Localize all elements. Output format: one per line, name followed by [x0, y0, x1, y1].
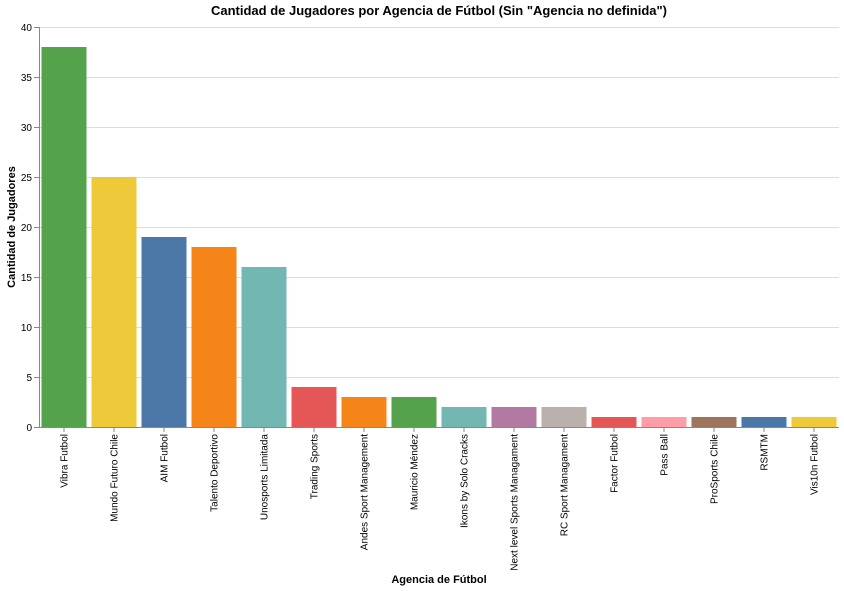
y-tick-label: 35: [21, 73, 33, 84]
bar: [741, 417, 787, 427]
bar: [791, 417, 837, 427]
y-tick-label: 0: [26, 423, 32, 434]
bar: [91, 177, 137, 427]
bar: [691, 417, 737, 427]
y-tick-label: 15: [21, 273, 33, 284]
x-tick-label: Factor Futbol: [610, 434, 621, 493]
bar: [641, 417, 687, 427]
bar: [241, 267, 287, 427]
y-tick-label: 30: [21, 123, 33, 134]
y-tick-label: 20: [21, 223, 33, 234]
bar: [191, 247, 237, 427]
x-tick-label: Ikons by Solo Cracks: [460, 434, 471, 528]
x-tick-label: Pass Ball: [660, 434, 671, 476]
x-tick-label: Vibra Futbol: [60, 434, 71, 488]
y-axis-title: Cantidad de Jugadores: [6, 166, 18, 288]
chart-title: Cantidad de Jugadores por Agencia de Fút…: [211, 3, 667, 18]
y-tick-label: 5: [26, 373, 32, 384]
bar: [341, 397, 387, 427]
y-tick-label: 10: [21, 323, 33, 334]
x-tick-label: Vis10n Futbol: [810, 434, 821, 495]
bar: [41, 47, 87, 427]
bar: [541, 407, 587, 427]
y-tick-label: 25: [21, 173, 33, 184]
bar: [441, 407, 487, 427]
bar: [591, 417, 637, 427]
axes: [39, 27, 839, 428]
x-tick-label: AIM Futbol: [160, 434, 171, 482]
x-tick-label: ProSports Chile: [710, 434, 721, 504]
x-tick-label: Mauricio Méndez: [410, 434, 421, 510]
bar: [141, 237, 187, 427]
x-tick-label: Mundo Futuro Chile: [110, 434, 121, 522]
bar: [391, 397, 437, 427]
x-tick-label: Andes Sport Management: [360, 434, 371, 550]
bars: [41, 47, 837, 427]
bar: [491, 407, 537, 427]
x-tick-label: Next level Sports Managament: [510, 434, 521, 571]
x-tick-label: Unosports Limitada: [260, 434, 271, 521]
x-tick-label: Talento Deportivo: [210, 434, 221, 512]
y-axis-ticks: 0 5 10 15 20 25 30 35 40: [21, 23, 39, 434]
x-tick-label: Trading Sports: [310, 434, 321, 499]
x-axis-ticks: Vibra Futbol Mundo Futuro Chile AIM Futbol…: [60, 427, 821, 571]
y-tick-label: 40: [21, 23, 33, 34]
bar: [291, 387, 337, 427]
x-tick-label: RC Sport Managament: [560, 434, 571, 536]
x-axis-title: Agencia de Fútbol: [391, 574, 486, 586]
x-tick-label: RSMTM: [760, 434, 771, 471]
